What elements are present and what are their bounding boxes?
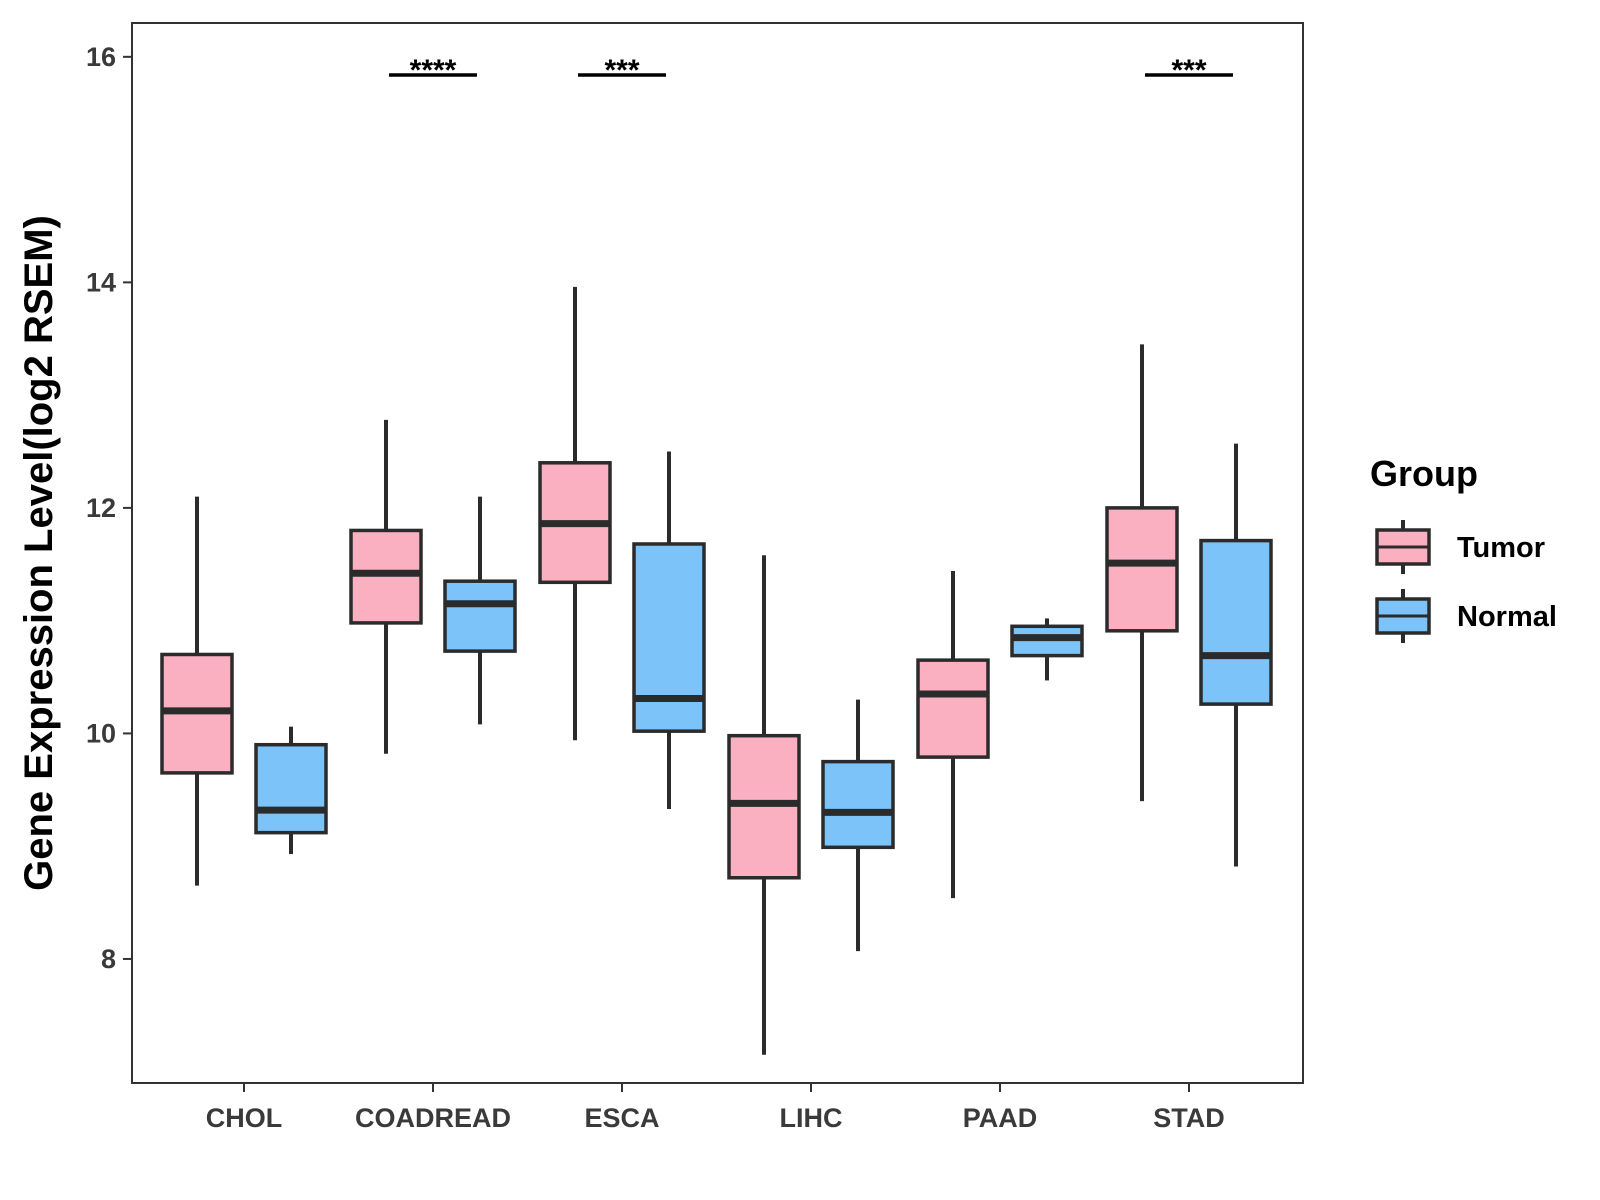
x-tick-label: STAD: [1153, 1103, 1225, 1133]
legend: Group Tumor Normal: [1370, 453, 1557, 643]
box-iqr: [1199, 538, 1273, 706]
x-tick-label: CHOL: [206, 1103, 283, 1133]
x-tick-label: LIHC: [780, 1103, 843, 1133]
box-tumor-esca: [538, 286, 612, 741]
box-normal-stad: [1199, 443, 1273, 867]
x-tick-label: PAAD: [963, 1103, 1038, 1133]
box-iqr: [916, 658, 990, 759]
legend-item-normal: Normal: [1375, 589, 1557, 643]
legend-item-tumor: Tumor: [1375, 520, 1545, 574]
box-iqr: [254, 742, 328, 835]
y-tick-label: 16: [86, 42, 116, 72]
x-tick-label: ESCA: [584, 1103, 659, 1133]
significance-label: ***: [604, 54, 639, 87]
box-normal-coadread: [443, 496, 517, 725]
box-tumor-paad: [916, 571, 990, 899]
box-iqr: [821, 759, 895, 850]
box-normal-lihc: [821, 699, 895, 952]
legend-label: Tumor: [1457, 532, 1545, 564]
box-tumor-stad: [1105, 344, 1179, 802]
legend-title: Group: [1370, 453, 1478, 494]
y-tick-label: 12: [86, 493, 116, 523]
box-tumor-coadread: [349, 419, 423, 754]
y-axis-label: Gene Expression Level(log2 RSEM): [17, 215, 61, 891]
significance-label: ***: [1171, 54, 1206, 87]
box-normal-chol: [254, 726, 328, 855]
x-tick-label: COADREAD: [355, 1103, 511, 1133]
y-tick-label: 8: [101, 944, 116, 974]
box-iqr: [632, 542, 706, 733]
box-iqr: [1105, 506, 1179, 633]
box-normal-paad: [1010, 618, 1084, 681]
box-tumor-chol: [160, 496, 234, 886]
box-iqr: [443, 579, 517, 653]
box-normal-esca: [632, 451, 706, 809]
legend-label: Normal: [1457, 601, 1557, 633]
y-tick-label: 14: [86, 267, 116, 297]
significance-label: ****: [410, 54, 457, 87]
y-tick-label: 10: [86, 718, 116, 748]
box-tumor-lihc: [727, 555, 801, 1055]
